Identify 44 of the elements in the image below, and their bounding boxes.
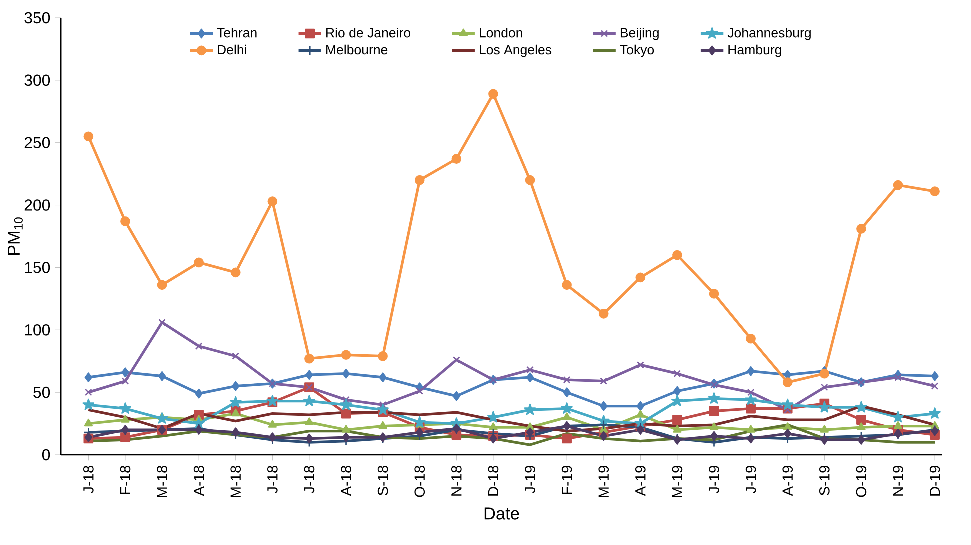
y-axis-title: PM$_{10}$	[8, 218, 23, 256]
x-tick-label: J-18	[304, 466, 315, 494]
legend-label: London	[480, 28, 522, 38]
legend-label: Melbourne	[326, 44, 388, 55]
y-tick-label: 200	[24, 200, 50, 211]
x-tick-label: J-18	[84, 466, 94, 494]
x-tick-label: M-18	[157, 466, 168, 498]
legend-label: Johannesburg	[728, 28, 811, 40]
y-tick-label: 250	[24, 137, 50, 148]
x-tick-label: J-19	[525, 466, 536, 494]
y-tick-label: 350	[24, 12, 50, 24]
x-tick-label: S-18	[378, 466, 388, 496]
x-tick-label: O-18	[414, 466, 426, 498]
legend-label: Delhi	[218, 44, 246, 55]
x-tick-label: D-19	[930, 466, 940, 496]
legend-label: Rio de Janeiro	[326, 28, 411, 38]
x-tick-label: J-18	[268, 466, 278, 494]
legend-label: Tehran	[217, 28, 257, 38]
x-tick-label: M-19	[672, 466, 683, 498]
legend-label: Los Angeles	[480, 44, 552, 58]
x-tick-label: O-19	[856, 466, 867, 498]
x-tick-label: J-19	[709, 466, 720, 494]
x-tick-label: N-19	[893, 466, 904, 496]
y-tick-label: 150	[25, 262, 50, 274]
legend-label: Hamburg	[728, 44, 782, 58]
legend-label: Tokyo	[620, 44, 654, 58]
y-tick-label: 50	[34, 386, 50, 398]
y-tick-label: 0	[42, 449, 50, 461]
x-tick-label: S-19	[819, 466, 830, 496]
x-tick-label: M-19	[598, 466, 610, 498]
x-tick-label: A-19	[636, 466, 646, 496]
x-tick-label: J-19	[746, 466, 756, 494]
x-axis-title: Date	[484, 508, 520, 520]
x-tick-label: A-18	[341, 466, 352, 496]
x-tick-label: D-18	[488, 466, 499, 496]
x-tick-label: A-19	[782, 466, 794, 496]
x-tick-label: N-18	[452, 466, 462, 496]
y-tick-label: 100	[25, 324, 50, 336]
legend-label: Beijing	[620, 28, 659, 40]
x-tick-label: A-18	[194, 466, 204, 496]
x-tick-label: M-18	[230, 466, 242, 498]
x-tick-label: F-19	[562, 466, 572, 494]
y-tick-label: 300	[24, 74, 50, 86]
x-tick-label: F-18	[120, 466, 131, 494]
